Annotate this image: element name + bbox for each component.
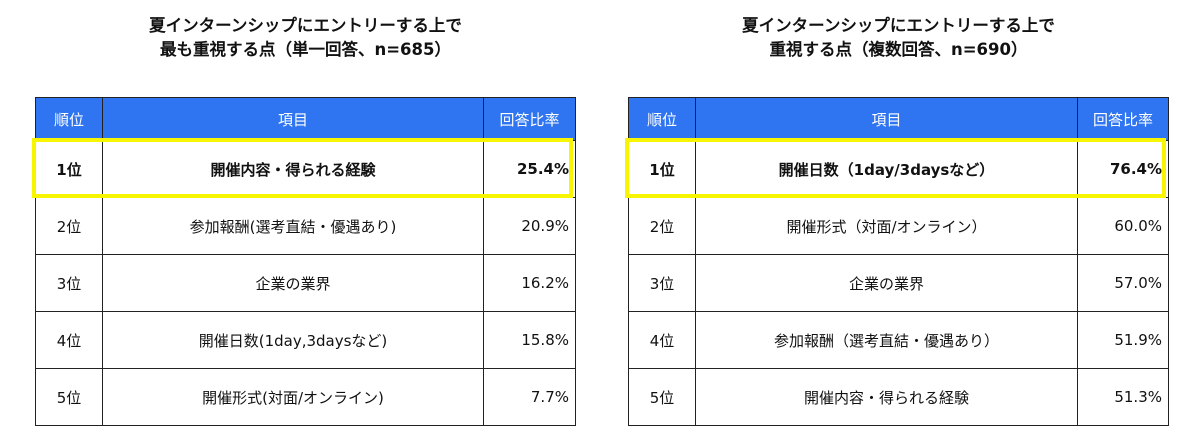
rank-cell: 5位	[35, 368, 103, 426]
table-row: 5位 開催形式(対面/オンライン) 7.7%	[35, 368, 576, 426]
rate-cell: 15.8%	[483, 311, 576, 369]
rate-cell: 76.4%	[1077, 140, 1169, 198]
item-cell: 企業の業界	[695, 254, 1078, 312]
title-line-2: 重視する点（複数回答、n=690）	[769, 40, 1028, 59]
title-line-1: 夏インターンシップにエントリーする上で	[149, 16, 462, 35]
ranking-table: 順位 項目 回答比率 1位 開催日数（1day/3daysなど） 76.4% 2位 開催…	[628, 97, 1169, 426]
table-row: 5位 開催内容・得られる経験 51.3%	[628, 368, 1169, 426]
rank-cell: 1位	[35, 140, 103, 198]
header-rate: 回答比率	[1077, 97, 1169, 141]
rank-cell: 1位	[628, 140, 696, 198]
table-row: 1位 開催内容・得られる経験 25.4%	[35, 140, 576, 198]
item-cell: 参加報酬（選考直結・優遇あり）	[695, 311, 1078, 369]
rate-cell: 25.4%	[483, 140, 576, 198]
table-row: 2位 参加報酬(選考直結・優遇あり) 20.9%	[35, 197, 576, 255]
table-row: 2位 開催形式（対面/オンライン） 60.0%	[628, 197, 1169, 255]
item-cell: 開催内容・得られる経験	[695, 368, 1078, 426]
rate-cell: 60.0%	[1077, 197, 1169, 255]
header-row: 順位 項目 回答比率	[35, 97, 576, 141]
header-item: 項目	[102, 97, 484, 141]
rate-cell: 16.2%	[483, 254, 576, 312]
rank-cell: 3位	[35, 254, 103, 312]
rate-cell: 57.0%	[1077, 254, 1169, 312]
header-item: 項目	[695, 97, 1078, 141]
rank-cell: 2位	[628, 197, 696, 255]
rank-cell: 3位	[628, 254, 696, 312]
rank-cell: 4位	[35, 311, 103, 369]
table-row: 3位 企業の業界 16.2%	[35, 254, 576, 312]
item-cell: 開催日数（1day/3daysなど）	[695, 140, 1078, 198]
title-line-2: 最も重視する点（単一回答、n=685）	[159, 40, 451, 59]
rank-cell: 4位	[628, 311, 696, 369]
item-cell: 開催形式(対面/オンライン)	[102, 368, 484, 426]
table-row: 4位 開催日数(1day,3daysなど) 15.8%	[35, 311, 576, 369]
rate-cell: 51.9%	[1077, 311, 1169, 369]
header-row: 順位 項目 回答比率	[628, 97, 1169, 141]
table-title: 夏インターンシップにエントリーする上で 最も重視する点（単一回答、n=685）	[35, 14, 576, 62]
header-rank: 順位	[35, 97, 103, 141]
title-line-1: 夏インターンシップにエントリーする上で	[742, 16, 1055, 35]
header-rate: 回答比率	[483, 97, 576, 141]
item-cell: 開催日数(1day,3daysなど)	[102, 311, 484, 369]
ranking-table: 順位 項目 回答比率 1位 開催内容・得られる経験 25.4% 2位 参加報酬(選考直結…	[35, 97, 576, 426]
rank-cell: 2位	[35, 197, 103, 255]
item-cell: 開催形式（対面/オンライン）	[695, 197, 1078, 255]
table-row: 4位 参加報酬（選考直結・優遇あり） 51.9%	[628, 311, 1169, 369]
table-row: 3位 企業の業界 57.0%	[628, 254, 1169, 312]
rate-cell: 7.7%	[483, 368, 576, 426]
rank-cell: 5位	[628, 368, 696, 426]
rate-cell: 51.3%	[1077, 368, 1169, 426]
rate-cell: 20.9%	[483, 197, 576, 255]
table-title: 夏インターンシップにエントリーする上で 重視する点（複数回答、n=690）	[628, 14, 1169, 62]
item-cell: 企業の業界	[102, 254, 484, 312]
item-cell: 開催内容・得られる経験	[102, 140, 484, 198]
table-row: 1位 開催日数（1day/3daysなど） 76.4%	[628, 140, 1169, 198]
item-cell: 参加報酬(選考直結・優遇あり)	[102, 197, 484, 255]
header-rank: 順位	[628, 97, 696, 141]
